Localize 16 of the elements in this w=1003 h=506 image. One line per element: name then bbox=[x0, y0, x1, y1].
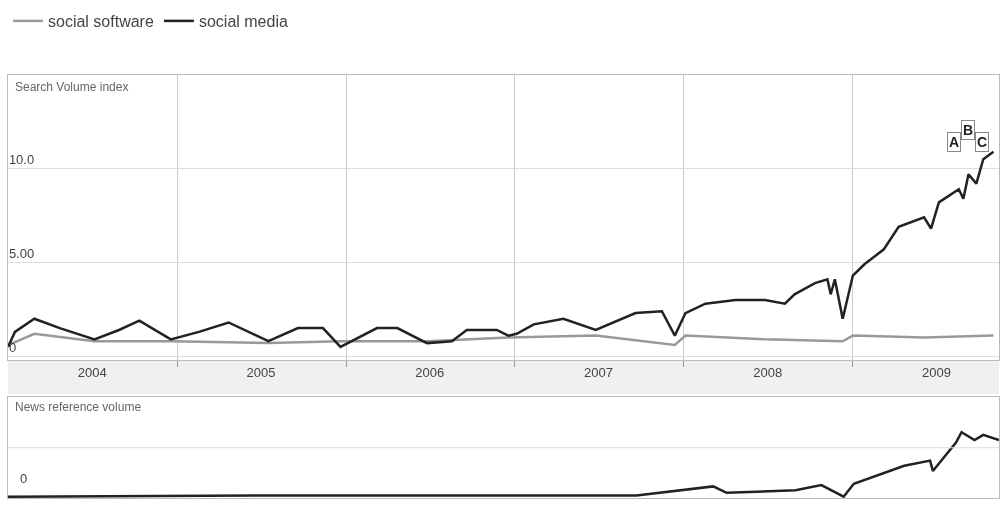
x-tick-label: 2006 bbox=[415, 364, 445, 380]
legend-label: social software bbox=[48, 13, 154, 31]
x-tick-label: 2005 bbox=[246, 364, 276, 380]
legend-label: social media bbox=[198, 13, 288, 31]
x-tick-label: 2007 bbox=[584, 364, 613, 380]
x-tick-label: 2004 bbox=[77, 364, 107, 380]
y-tick-label: 0 bbox=[8, 339, 17, 355]
x-tick-label: 2009 bbox=[922, 364, 952, 380]
x-tick-label: 2008 bbox=[753, 364, 783, 380]
y-tick-label: 10.0 bbox=[8, 152, 35, 168]
y-tick-label: 5.00 bbox=[8, 245, 35, 261]
annotation: C bbox=[977, 134, 988, 150]
annotation: A bbox=[949, 134, 960, 150]
y-axis-title: Search Volume index bbox=[15, 80, 129, 94]
y-axis-title: News reference volume bbox=[15, 400, 142, 414]
annotation: B bbox=[963, 122, 974, 138]
